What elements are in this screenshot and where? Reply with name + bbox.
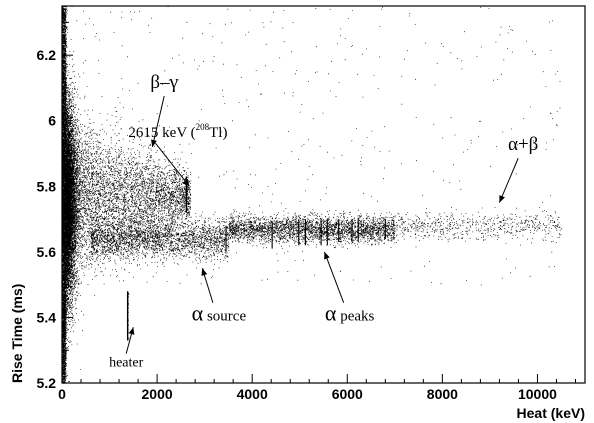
annotation-arrowhead — [499, 195, 505, 203]
annotation-as: α source — [192, 301, 247, 326]
annotation-ab: α+β — [508, 134, 538, 155]
annotation-arrowhead — [151, 139, 157, 147]
x-tick-label: 6000 — [332, 386, 363, 402]
x-axis-title: Heat (keV) — [517, 405, 585, 421]
y-tick-label: 5.6 — [37, 244, 57, 260]
annotation-arrowhead — [201, 268, 208, 276]
annotation-bg: β–γ — [150, 72, 178, 93]
annotation-arrow — [151, 95, 165, 148]
annotation-arrow — [155, 142, 190, 187]
y-tick-label: 5.2 — [37, 375, 57, 391]
scatter-points — [62, 6, 562, 384]
y-tick-label: 5.4 — [37, 309, 57, 325]
x-tick-label: 0 — [58, 386, 66, 402]
y-tick-label: 5.8 — [37, 178, 57, 194]
annotation-arrow — [323, 251, 345, 303]
annotation-arrowhead — [182, 178, 190, 187]
annotation-arrowhead — [128, 327, 135, 335]
y-tick-label: 6.2 — [37, 47, 57, 63]
y-tick-label: 6 — [48, 113, 56, 129]
y-axis-title: Rise Time (ms) — [9, 284, 25, 383]
x-tick-label: 10000 — [518, 386, 557, 402]
x-tick-label: 8000 — [427, 386, 458, 402]
x-tick-label: 4000 — [237, 386, 268, 402]
plot-frame — [61, 5, 586, 384]
annotations: β–γ 2615 keV (208Tl) α+β α source α peaks hea… — [109, 72, 538, 371]
scatter-density — [62, 6, 562, 384]
annotation-ap: α peaks — [325, 301, 375, 326]
annotation-ht: heater — [109, 356, 144, 371]
annotation-arrow — [498, 158, 519, 203]
x-tick-label: 2000 — [142, 386, 173, 402]
axis-ticks: 0 2000 4000 6000 8000 10000 5.2 5.4 5.6 5.8 6 6.2 — [37, 8, 576, 402]
annotation-arrowhead — [324, 251, 330, 260]
annotation-tl: 2615 keV (208Tl) — [128, 122, 227, 141]
